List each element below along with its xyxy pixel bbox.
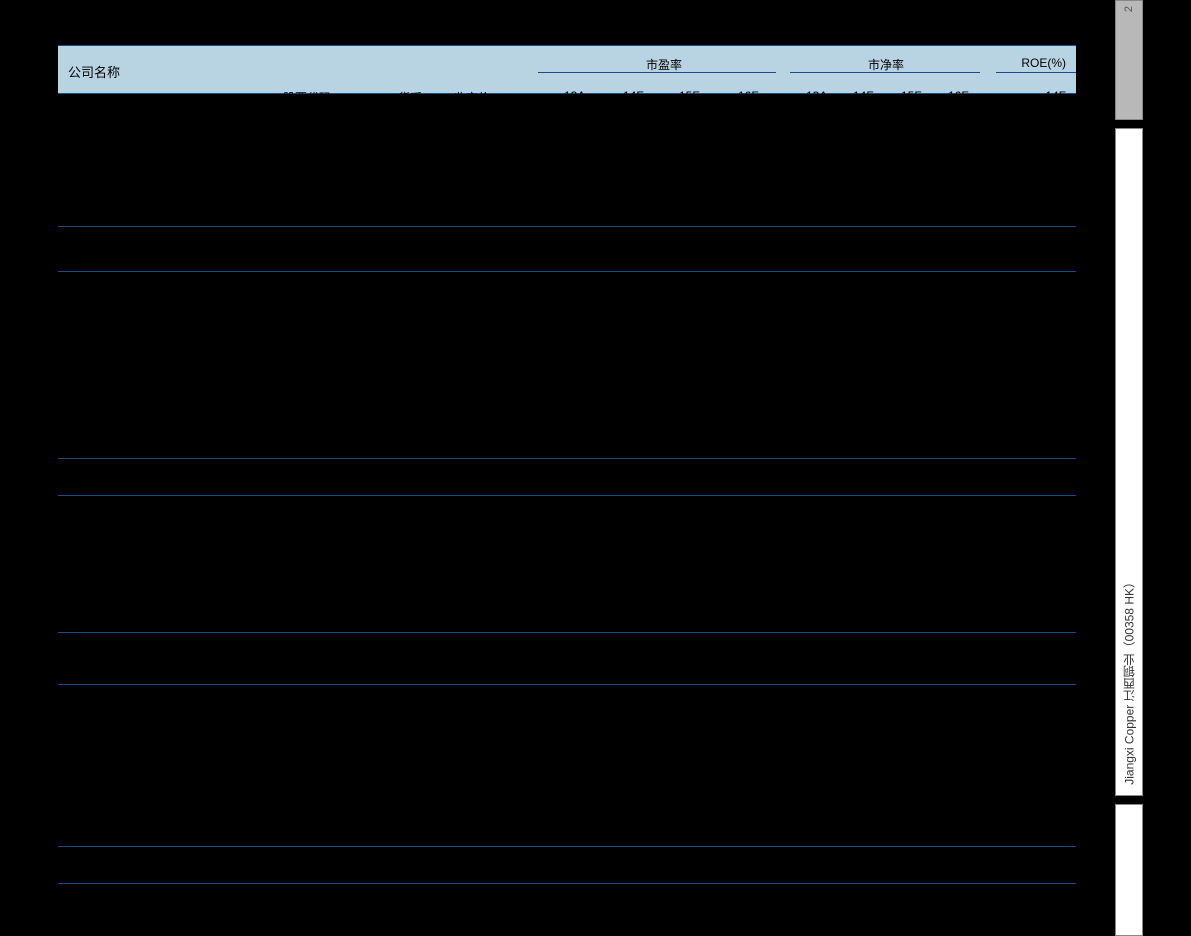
side-tab-top-text: 2 xyxy=(1123,6,1135,12)
separator-line xyxy=(58,632,1076,633)
pb-13a: 13A xyxy=(806,89,827,103)
side-tab-company: Jiangxi Copper 江西铜业（00358 HK） xyxy=(1115,128,1143,796)
table-header: 公司名称 市盈率 市净率 ROE(%) 股票代码 货币 收市价 13A 14F … xyxy=(58,45,1076,94)
pe-16f: 16F xyxy=(738,89,759,103)
pb-underline xyxy=(790,72,980,73)
roe-14f: 14F xyxy=(1045,89,1066,103)
pe-group-label: 市盈率 xyxy=(646,56,682,73)
pe-underline xyxy=(538,72,776,73)
separator-line xyxy=(58,846,1076,847)
pb-15f: 15F xyxy=(901,89,922,103)
separator-line xyxy=(58,883,1076,884)
col-currency: 货币 xyxy=(398,89,422,106)
pe-13a: 13A xyxy=(564,89,585,103)
pe-14f: 14F xyxy=(623,89,644,103)
roe-underline xyxy=(996,72,1076,73)
pb-16f: 16F xyxy=(948,89,969,103)
side-tab-company-text: Jiangxi Copper 江西铜业（00358 HK） xyxy=(1121,576,1138,785)
roe-label: ROE(%) xyxy=(1021,56,1066,70)
pe-15f: 15F xyxy=(679,89,700,103)
separator-line xyxy=(58,684,1076,685)
side-tab-bottom xyxy=(1115,804,1143,936)
col-ticker: 股票代码 xyxy=(283,89,331,106)
separator-line xyxy=(58,458,1076,459)
side-tab-top: 2 xyxy=(1115,0,1143,120)
pb-14f: 14F xyxy=(853,89,874,103)
separator-line xyxy=(58,495,1076,496)
separator-line xyxy=(58,226,1076,227)
col-price: 收市价 xyxy=(454,89,490,106)
table-container: 公司名称 市盈率 市净率 ROE(%) 股票代码 货币 收市价 13A 14F … xyxy=(58,45,1076,94)
separator-line xyxy=(58,271,1076,272)
col-company: 公司名称 xyxy=(68,62,120,81)
pb-group-label: 市净率 xyxy=(868,56,904,73)
